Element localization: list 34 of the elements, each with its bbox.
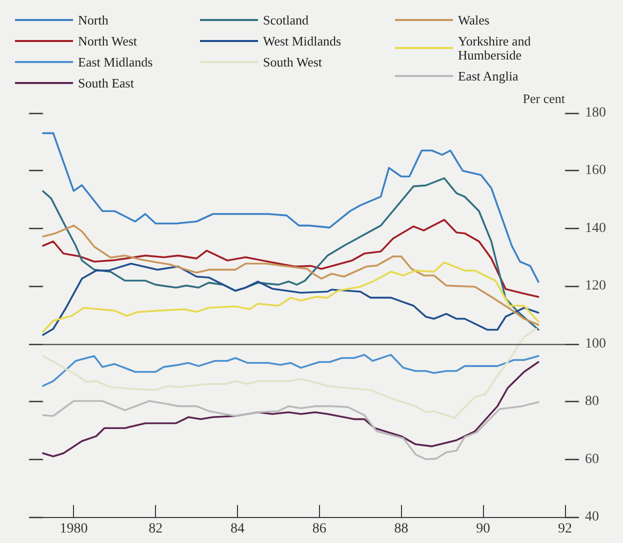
legend-label: Yorkshire and Humberside — [458, 34, 534, 62]
x-tick-label: 1980 — [60, 522, 88, 536]
legend-label: West Midlands — [263, 34, 342, 48]
line-series — [42, 328, 538, 419]
y-tick-label: 180 — [585, 106, 606, 120]
y-tick-label: 120 — [585, 278, 606, 294]
line-series — [42, 177, 540, 331]
legend-label: Scotland — [263, 12, 309, 28]
x-tick-label: 88 — [394, 522, 408, 536]
line-series — [42, 400, 540, 460]
legend-label: South West — [263, 54, 322, 70]
y-tick-label: 80 — [585, 394, 599, 410]
line-series — [42, 132, 540, 283]
y-axis-title: Per cent — [522, 91, 566, 106]
y-tick-label: 160 — [585, 163, 606, 178]
x-tick-label: 82 — [148, 522, 163, 536]
line-series — [42, 218, 540, 298]
legend-label: Wales — [458, 12, 490, 28]
y-tick-label: 40 — [585, 510, 599, 524]
legend-label: North West — [78, 34, 138, 48]
legend-label: South East — [78, 76, 134, 90]
y-tick-label: 100 — [585, 336, 606, 352]
x-tick-label: 92 — [558, 522, 572, 536]
x-tick-label: 84 — [230, 522, 244, 536]
line-series — [42, 361, 540, 458]
x-tick-label: 90 — [476, 522, 490, 536]
line-series — [42, 224, 540, 326]
y-tick-label: 140 — [585, 220, 606, 236]
line-series — [42, 354, 540, 387]
legend-label: East Midlands — [78, 54, 153, 70]
y-tick-label: 60 — [585, 452, 599, 467]
legend-label: East Anglia — [458, 68, 519, 84]
x-tick-label: 86 — [312, 522, 326, 536]
legend-label: North — [78, 12, 109, 28]
